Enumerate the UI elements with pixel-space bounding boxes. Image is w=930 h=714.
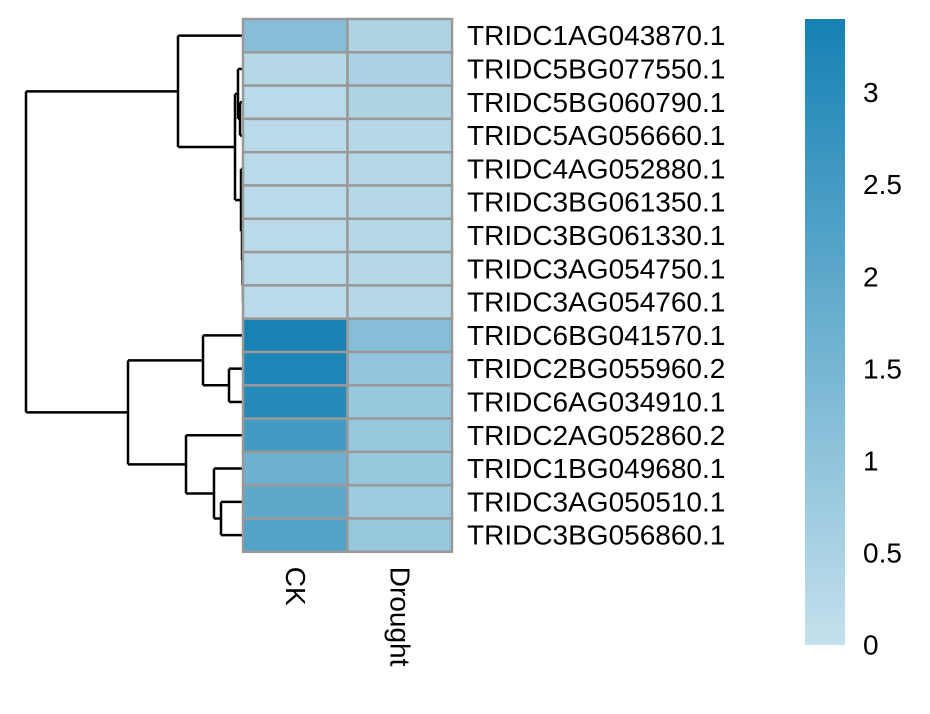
heatmap-cell [241, 250, 349, 287]
heatmap-cell [241, 84, 349, 121]
heatmap-cell [241, 450, 349, 487]
heatmap-cell [241, 184, 349, 221]
heatmap-cell [346, 417, 454, 454]
row-label: TRIDC3BG061330.1 [467, 220, 725, 251]
heatmap-cell [346, 517, 454, 554]
heatmap-cell [346, 17, 454, 54]
heatmap-cell [346, 150, 454, 187]
row-label: TRIDC1BG049680.1 [467, 453, 725, 484]
heatmap-cell [241, 483, 349, 520]
row-label: TRIDC6BG041570.1 [467, 320, 725, 351]
colorbar-tick-label: 2 [863, 261, 879, 292]
row-label: TRIDC4AG052880.1 [467, 153, 725, 184]
heatmap-cell [346, 284, 454, 320]
colorbar-tick-label: 2.5 [863, 169, 902, 200]
row-label: TRIDC3AG054760.1 [467, 287, 725, 318]
heatmap-cell [241, 517, 349, 554]
row-dendrogram [24, 34, 245, 537]
colorbar [805, 19, 845, 645]
heatmap-cell [346, 317, 454, 354]
heatmap-cell [241, 417, 349, 454]
row-label: TRIDC3BG061350.1 [467, 187, 725, 218]
heatmap-cell [241, 284, 349, 320]
colorbar-tick-label: 1 [863, 445, 879, 476]
row-label: TRIDC5BG077550.1 [467, 53, 725, 84]
row-label: TRIDC3AG050510.1 [467, 486, 725, 517]
heatmap-cell [346, 250, 454, 287]
colorbar-tick-label: 1.5 [863, 353, 902, 384]
heatmap-cell [241, 17, 349, 54]
row-label: TRIDC5BG060790.1 [467, 87, 725, 118]
row-label: TRIDC6AG034910.1 [467, 386, 725, 417]
heatmap-cell [346, 384, 454, 420]
row-label: TRIDC2BG055960.2 [467, 353, 725, 384]
heatmap-cell [241, 51, 349, 87]
row-labels: TRIDC1AG043870.1TRIDC5BG077550.1TRIDC5BG… [467, 20, 725, 551]
column-labels: CK Drought [280, 567, 416, 667]
heatmap-cell [346, 84, 454, 121]
heatmap-cell [346, 217, 454, 254]
heatmap-cell [241, 350, 349, 387]
heatmap-cell [346, 483, 454, 520]
row-label: TRIDC5AG056660.1 [467, 120, 725, 151]
colorbar-tick-label: 0 [863, 630, 879, 661]
column-label: Drought [384, 567, 415, 667]
row-label: TRIDC3BG056860.1 [467, 520, 725, 551]
heatmap-cell [241, 150, 349, 187]
row-label: TRIDC1AG043870.1 [467, 20, 725, 51]
heatmap-cell [346, 184, 454, 221]
colorbar-tick-label: 3 [863, 77, 879, 108]
heatmap-cells [241, 17, 454, 554]
heatmap-cell [241, 317, 349, 354]
heatmap-cell [346, 450, 454, 487]
heatmap-cell [346, 350, 454, 387]
heatmap-cell [241, 117, 349, 154]
colorbar-ticks: 0 0.5 1 1.5 2 2.5 3 [863, 77, 902, 660]
colorbar-tick-label: 0.5 [863, 537, 902, 568]
heatmap-cell [346, 51, 454, 87]
heatmap-cell [241, 384, 349, 420]
column-label: CK [280, 567, 311, 606]
heatmap-cell [346, 117, 454, 154]
heatmap-cell [241, 217, 349, 254]
row-label: TRIDC2AG052860.2 [467, 420, 725, 451]
row-label: TRIDC3AG054750.1 [467, 253, 725, 284]
